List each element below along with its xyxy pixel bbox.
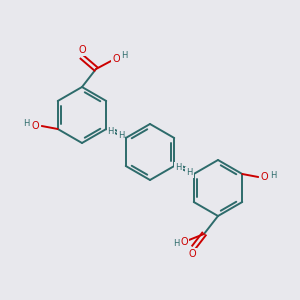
Text: O: O: [260, 172, 268, 182]
Text: H: H: [118, 131, 124, 140]
Text: O: O: [78, 45, 86, 55]
Text: H: H: [270, 170, 276, 179]
Text: H: H: [176, 163, 182, 172]
Text: O: O: [32, 121, 40, 131]
Text: H: H: [24, 119, 30, 128]
Text: O: O: [188, 249, 196, 259]
Text: O: O: [180, 237, 188, 247]
Text: H: H: [108, 127, 114, 136]
Text: H: H: [186, 168, 193, 177]
Text: H: H: [173, 239, 179, 248]
Text: H: H: [121, 52, 127, 61]
Text: O: O: [112, 54, 120, 64]
